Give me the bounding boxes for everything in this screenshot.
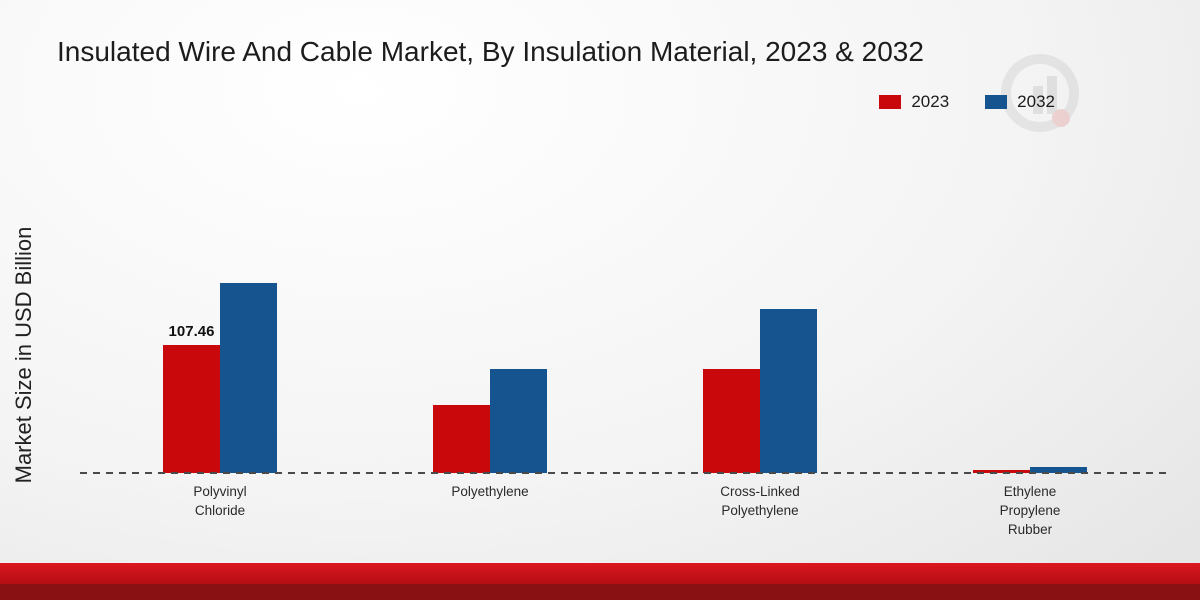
legend-item-2032: 2032 (985, 92, 1055, 112)
plot-area: 107.46 (85, 200, 1165, 473)
bar-group-polyvinyl-chloride: 107.46 (85, 200, 355, 473)
x-axis-baseline (80, 472, 1172, 474)
bar-group-polyethylene (355, 200, 625, 473)
category-label-ethylene-propylene-rubber: Ethylene Propylene Rubber (999, 484, 1061, 537)
legend: 2023 2032 (879, 92, 1055, 112)
category-axis: Polyvinyl Chloride Polyethylene Cross-Link… (85, 483, 1165, 540)
bar-value-label: 107.46 (168, 323, 215, 340)
legend-swatch-2023 (879, 95, 902, 109)
category-label-cross-linked-polyethylene: Cross-Linked Polyethylene (720, 484, 800, 518)
footer-dark-strip (0, 584, 1200, 600)
chart-title: Insulated Wire And Cable Market, By Insu… (57, 36, 924, 67)
bar-2023-polyvinyl-chloride: 107.46 (163, 323, 220, 473)
legend-label-2032: 2032 (1017, 92, 1055, 111)
bar-group-ethylene-propylene-rubber (895, 200, 1165, 473)
y-axis-label: Market Size in USD Billion (11, 226, 36, 484)
bar-2023-polyethylene (433, 405, 490, 473)
bar-2032-polyvinyl-chloride (220, 283, 277, 473)
bar-group-cross-linked-polyethylene (625, 200, 895, 473)
category-label-polyvinyl-chloride: Polyvinyl Chloride (193, 484, 247, 518)
footer-red-strip (0, 563, 1200, 584)
legend-swatch-2032 (985, 95, 1008, 109)
legend-item-2023: 2023 (879, 92, 949, 112)
bar-2032-cross-linked-polyethylene (760, 309, 817, 473)
legend-label-2023: 2023 (911, 92, 950, 111)
bar-2023-cross-linked-polyethylene (703, 369, 760, 473)
bar-2032-polyethylene (490, 369, 547, 473)
bar-2032-ethylene-propylene-rubber (1030, 467, 1087, 473)
bar-2023-ethylene-propylene-rubber (973, 470, 1030, 473)
category-label-polyethylene: Polyethylene (451, 484, 529, 499)
